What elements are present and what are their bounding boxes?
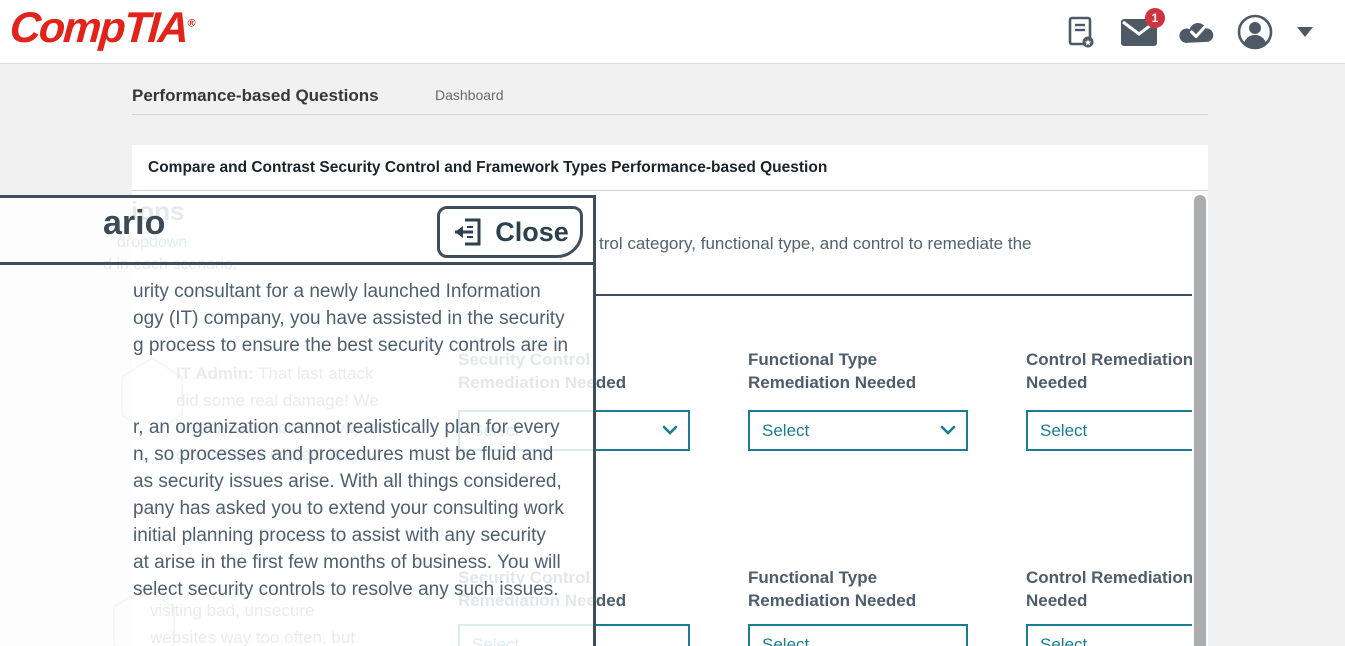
modal-title-divider xyxy=(0,262,593,265)
comptia-logo: CompTIA® xyxy=(8,4,196,52)
label-functional-type-2: Functional Type Remediation Needed xyxy=(748,568,917,610)
label-control-remediation-1: Control Remediation Needed xyxy=(1026,350,1192,392)
breadcrumb-dashboard-link[interactable]: Dashboard xyxy=(435,87,504,103)
cloud-check-icon[interactable] xyxy=(1179,14,1215,50)
registered-mark: ® xyxy=(187,17,196,30)
close-button-label: Close xyxy=(495,216,569,247)
scenario-modal: ario Close urity consultant for a newly … xyxy=(0,195,596,646)
scenario-paragraph-2: r, an organization cannot realistically … xyxy=(133,417,564,600)
scrollbar-thumb[interactable] xyxy=(1194,195,1206,646)
questions-instruction-fragment: trol category, functional type, and cont… xyxy=(599,234,1032,253)
avatar-icon[interactable] xyxy=(1237,14,1273,50)
chevron-down-icon[interactable] xyxy=(1295,14,1315,50)
mail-badge: 1 xyxy=(1145,8,1165,28)
breadcrumb-divider xyxy=(132,114,1208,115)
questions-divider xyxy=(594,294,1192,296)
scrollbar-track[interactable] xyxy=(1192,191,1208,646)
scenario-paragraph-1: urity consultant for a newly launched In… xyxy=(133,281,569,356)
notes-icon[interactable]: ★ xyxy=(1063,14,1099,50)
mail-icon[interactable]: 1 xyxy=(1121,8,1165,50)
close-button[interactable]: Close xyxy=(437,206,583,258)
label-control-remediation-2: Control Remediation Needed xyxy=(1026,568,1192,610)
label-functional-type-1: Functional Type Remediation Needed xyxy=(748,350,917,392)
svg-text:★: ★ xyxy=(1084,38,1092,48)
exit-icon xyxy=(455,218,481,246)
page-title: Performance-based Questions xyxy=(132,86,379,105)
select-functional-type-1[interactable]: Select xyxy=(748,410,968,451)
question-panel-title: Compare and Contrast Security Control an… xyxy=(148,159,828,176)
select-control-remediation-2[interactable]: Select xyxy=(1026,624,1192,646)
panel-title-divider xyxy=(132,190,1208,191)
select-control-remediation-1[interactable]: Select xyxy=(1026,410,1192,451)
top-header: CompTIA® ★ 1 xyxy=(0,0,1345,64)
select-functional-type-2[interactable]: Select xyxy=(748,624,968,646)
scenario-modal-title-fragment: ario xyxy=(103,204,166,242)
